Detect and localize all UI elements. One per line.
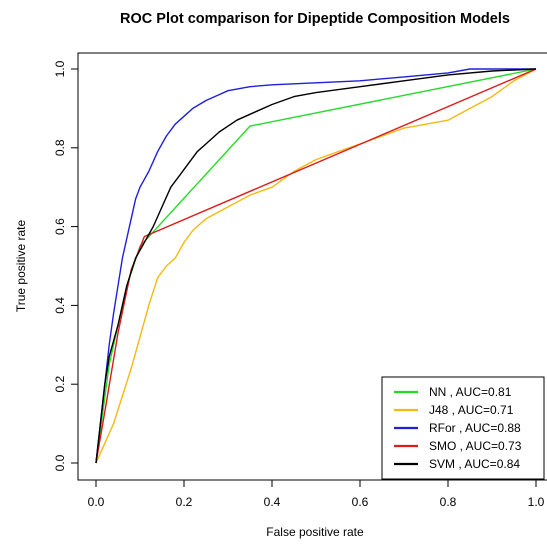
y-tick-label: 0.6 xyxy=(53,218,67,235)
x-tick-label: 1.0 xyxy=(528,495,545,509)
series-line-2 xyxy=(95,68,536,464)
x-tick-label: 0.2 xyxy=(176,495,193,509)
legend-label: NN , AUC=0.81 xyxy=(429,385,512,399)
chart-title: ROC Plot comparison for Dipeptide Compos… xyxy=(120,11,510,27)
x-tick-label: 0.0 xyxy=(88,495,105,509)
y-tick-label: 0.2 xyxy=(53,376,67,393)
series-line-4 xyxy=(95,68,537,464)
legend: NN , AUC=0.81 J48 , AUC=0.71 RFor , AUC=0.… xyxy=(381,376,545,480)
plot-lines xyxy=(95,68,537,464)
y-axis-label: True positive rate xyxy=(14,220,28,313)
y-tick-label: 0.8 xyxy=(53,139,67,156)
y-tick-label: 0.0 xyxy=(53,454,67,471)
legend-label: J48 , AUC=0.71 xyxy=(429,403,514,417)
x-tick-label: 0.8 xyxy=(440,495,457,509)
legend-label: RFor , AUC=0.88 xyxy=(429,421,521,435)
x-tick-label: 0.4 xyxy=(264,495,281,509)
series-line-1 xyxy=(95,68,537,464)
x-tick-label: 0.6 xyxy=(352,495,369,509)
y-tick-label: 1.0 xyxy=(53,60,67,77)
axes: 0.0 0.2 0.4 0.6 0.8 1.0 0.0 0.2 0.4 0.6 0.8 1.0 xyxy=(53,60,545,509)
x-axis-label: False positive rate xyxy=(266,525,364,539)
legend-label: SMO , AUC=0.73 xyxy=(429,439,522,453)
legend-label: SVM , AUC=0.84 xyxy=(429,457,520,471)
series-line-3 xyxy=(95,68,537,464)
y-tick-label: 0.4 xyxy=(53,297,67,314)
